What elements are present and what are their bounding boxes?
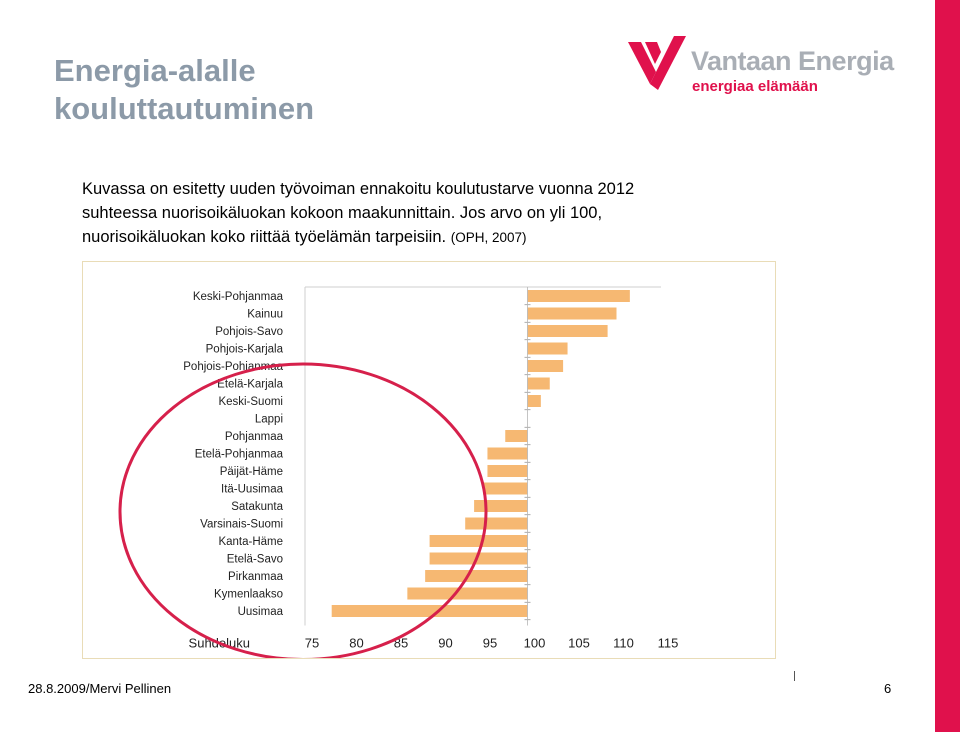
category-label: Uusimaa — [238, 606, 284, 618]
x-tick-label: 115 — [658, 636, 679, 651]
bar — [474, 500, 528, 512]
logo-name: Vantaan Energia — [691, 46, 894, 76]
x-tick-label: 100 — [524, 636, 546, 651]
category-label: Etelä-Pohjanmaa — [195, 449, 284, 461]
bar — [505, 430, 528, 442]
bar — [527, 377, 550, 390]
category-label: Pohjois-Karjala — [206, 344, 284, 356]
bar — [527, 395, 541, 407]
bar — [527, 342, 568, 355]
category-label: Etelä-Savo — [227, 554, 283, 566]
category-label: Etelä-Karjala — [217, 379, 283, 391]
slide-title-line2: kouluttautuminen — [54, 91, 315, 126]
category-label: Pohjanmaa — [225, 431, 284, 443]
x-tick-label: 110 — [613, 636, 634, 651]
category-label: Itä-Uusimaa — [221, 484, 284, 496]
bar — [331, 605, 528, 617]
bar — [527, 325, 608, 337]
category-label: Satakunta — [231, 501, 283, 513]
category-label: Pirkanmaa — [228, 571, 284, 583]
source-citation: (OPH, 2007) — [450, 230, 527, 245]
description-text: Kuvassa on esitetty uuden työvoiman enna… — [82, 180, 635, 246]
category-label: Keski-Suomi — [218, 396, 283, 408]
footer-author-date: 28.8.2009/Mervi Pellinen — [28, 681, 172, 696]
x-tick-label: 105 — [568, 636, 590, 651]
bar — [527, 290, 630, 302]
slide-title: Energia-alalle kouluttautuminen — [54, 52, 314, 128]
bar — [425, 570, 528, 582]
bar — [465, 517, 528, 530]
bar — [487, 465, 528, 477]
category-label: Keski-Pohjanmaa — [193, 291, 284, 303]
category-label: Lappi — [255, 414, 283, 426]
category-label: Pohjois-Savo — [215, 326, 283, 338]
page-number: 6 — [884, 681, 892, 696]
slide-title-line1: Energia-alalle — [54, 53, 256, 88]
vantaan-energia-logo: Vantaan Energia energiaa elämään — [628, 34, 898, 98]
bar-chart: Keski-Pohjanmaa Kainuu Pohjois-Savo Pohjois… — [118, 286, 679, 658]
accent-bar — [935, 0, 960, 732]
category-label: Pohjois-Pohjanmaa — [183, 361, 283, 373]
category-label: Kanta-Häme — [218, 536, 283, 548]
x-tick-label: 90 — [438, 636, 452, 651]
x-tick-label: 75 — [305, 636, 319, 651]
bar — [527, 307, 617, 320]
category-label: Kymenlaakso — [214, 589, 283, 601]
x-tick-label: 80 — [349, 636, 363, 651]
x-tick-label: 95 — [483, 636, 497, 651]
logo-tagline: energiaa elämään — [692, 78, 818, 95]
chart-description: Kuvassa on esitetty uuden työvoiman enna… — [82, 177, 702, 250]
bar — [527, 360, 564, 372]
bar — [487, 447, 528, 460]
category-label: Varsinais-Suomi — [200, 519, 283, 531]
highlight-ellipse — [118, 362, 488, 658]
chart-frame: Keski-Pohjanmaa Kainuu Pohjois-Savo Pohjois… — [82, 261, 776, 659]
bar — [429, 552, 528, 565]
bar — [483, 482, 528, 495]
bar — [407, 587, 528, 600]
footer-divider — [794, 671, 795, 681]
category-label: Kainuu — [247, 309, 283, 321]
category-label: Päijät-Häme — [220, 466, 283, 478]
v-chevron-logo-icon — [628, 36, 686, 90]
bar — [429, 535, 528, 547]
